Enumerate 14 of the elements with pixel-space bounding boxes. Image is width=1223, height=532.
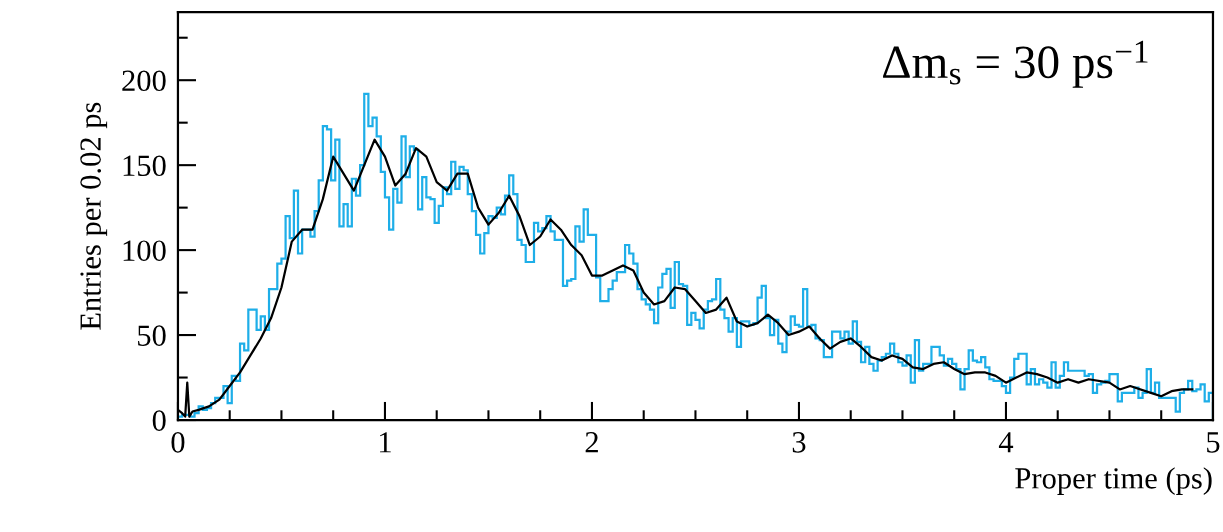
x-axis-title: Proper time (ps) <box>1015 467 1212 495</box>
y-tick-label: 150 <box>123 155 166 177</box>
x-tick-label: 3 <box>792 432 806 453</box>
y-axis-title: Entries per 0.02 ps <box>80 102 108 330</box>
y-tick-label: 50 <box>138 325 166 346</box>
annotation: Δm$_{s}$ = 30 ps$^{−1}$ <box>883 40 1148 88</box>
x-tick-label: 1 <box>380 432 391 453</box>
x-tick-label: 5 <box>1207 432 1220 453</box>
y-tick-label: 0 <box>152 410 166 431</box>
y-tick-label: 100 <box>123 240 166 262</box>
x-tick-label: 0 <box>171 432 185 453</box>
x-tick-label: 4 <box>998 432 1014 453</box>
x-tick-label: 2 <box>585 432 598 453</box>
y-tick-label: 200 <box>122 70 166 92</box>
